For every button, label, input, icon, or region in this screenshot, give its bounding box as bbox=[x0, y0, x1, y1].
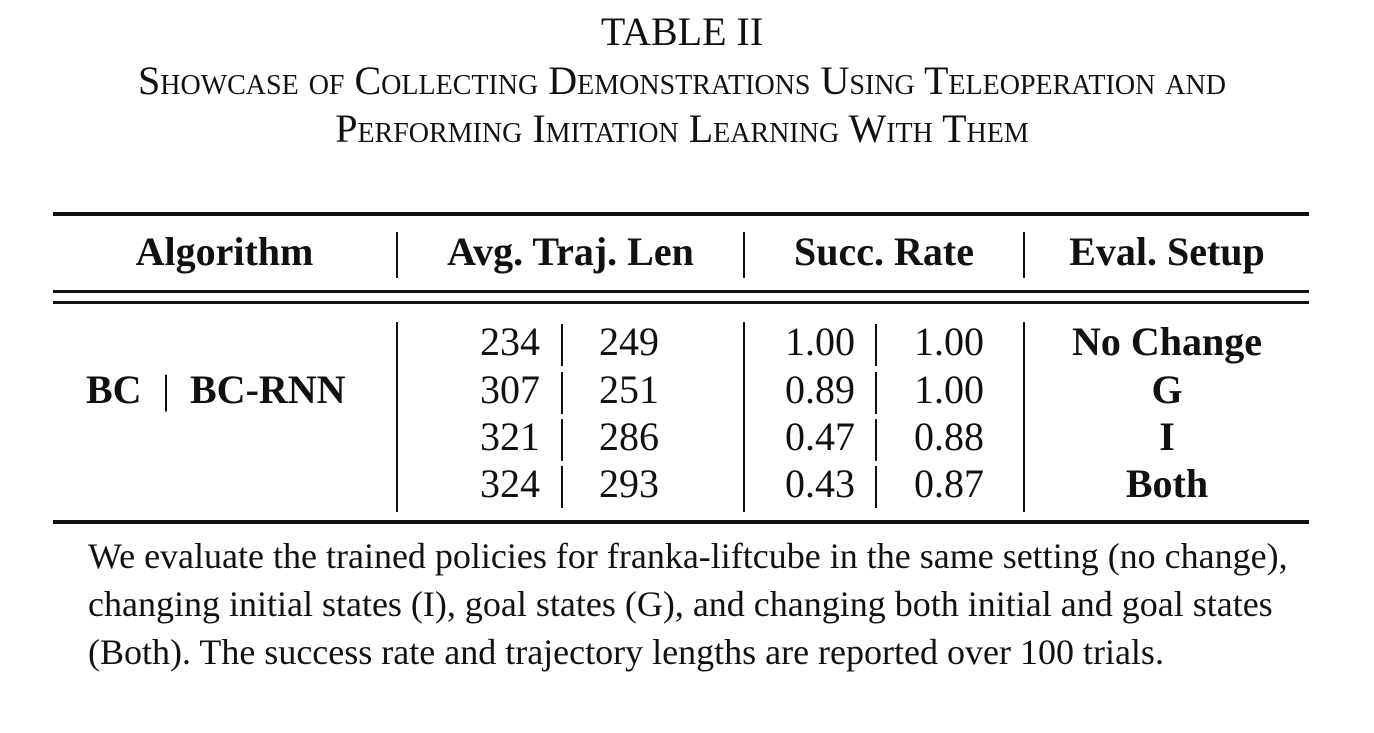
cell-eval-setup: No Change bbox=[1071, 319, 1263, 364]
header-rule-upper bbox=[53, 290, 1309, 293]
cell-traj-bc: 321 bbox=[480, 414, 540, 459]
algorithm-bc: BC bbox=[86, 367, 142, 412]
header-rule-lower bbox=[53, 301, 1309, 304]
cell-eval-setup: Both bbox=[1125, 461, 1209, 506]
cell-traj-bc: 307 bbox=[480, 367, 540, 412]
table-title-line-2: Performing Imitation Learning With Them bbox=[335, 106, 1029, 151]
algorithm-bc-rnn: BC-RNN bbox=[190, 367, 346, 412]
inner-separator bbox=[561, 324, 563, 366]
inner-separator bbox=[561, 466, 563, 508]
cell-traj-bc: 234 bbox=[480, 319, 540, 364]
inner-separator bbox=[875, 419, 877, 461]
cell-succ-bc: 0.89 bbox=[785, 367, 855, 412]
table-title-line-1: Showcase of Collecting Demonstrations Us… bbox=[138, 58, 1226, 103]
header-separator bbox=[396, 232, 398, 278]
cell-traj-bc: 324 bbox=[480, 461, 540, 506]
header-succ-rate: Succ. Rate bbox=[794, 229, 974, 274]
cell-succ-bc: 0.47 bbox=[785, 414, 855, 459]
cell-traj-bcrnn: 249 bbox=[599, 319, 659, 364]
table-number: TABLE II bbox=[600, 9, 764, 54]
top-rule bbox=[53, 212, 1309, 216]
header-avg-traj-len: Avg. Traj. Len bbox=[447, 229, 694, 274]
table-note: We evaluate the trained policies for fra… bbox=[88, 536, 1288, 672]
cell-eval-setup: I bbox=[1159, 414, 1175, 459]
header-algorithm: Algorithm bbox=[135, 229, 314, 274]
cell-succ-bcrnn: 0.87 bbox=[914, 461, 984, 506]
body-separator bbox=[1023, 322, 1025, 512]
cell-eval-setup: G bbox=[1151, 367, 1183, 412]
inner-separator bbox=[875, 324, 877, 366]
cell-succ-bc: 0.43 bbox=[785, 461, 855, 506]
algorithm-separator: | bbox=[162, 367, 171, 412]
header-eval-setup: Eval. Setup bbox=[1069, 229, 1265, 274]
cell-traj-bcrnn: 251 bbox=[599, 367, 659, 412]
cell-traj-bcrnn: 293 bbox=[599, 461, 659, 506]
cell-succ-bcrnn: 1.00 bbox=[914, 319, 984, 364]
body-separator bbox=[743, 322, 745, 512]
header-separator bbox=[1023, 232, 1025, 278]
inner-separator bbox=[561, 419, 563, 461]
cell-succ-bcrnn: 0.88 bbox=[914, 414, 984, 459]
bottom-rule bbox=[53, 520, 1309, 524]
cell-succ-bcrnn: 1.00 bbox=[914, 367, 984, 412]
body-separator bbox=[396, 322, 398, 512]
header-separator bbox=[743, 232, 745, 278]
inner-separator bbox=[561, 372, 563, 414]
inner-separator bbox=[875, 466, 877, 508]
inner-separator bbox=[875, 372, 877, 414]
cell-succ-bc: 1.00 bbox=[785, 319, 855, 364]
cell-traj-bcrnn: 286 bbox=[599, 414, 659, 459]
